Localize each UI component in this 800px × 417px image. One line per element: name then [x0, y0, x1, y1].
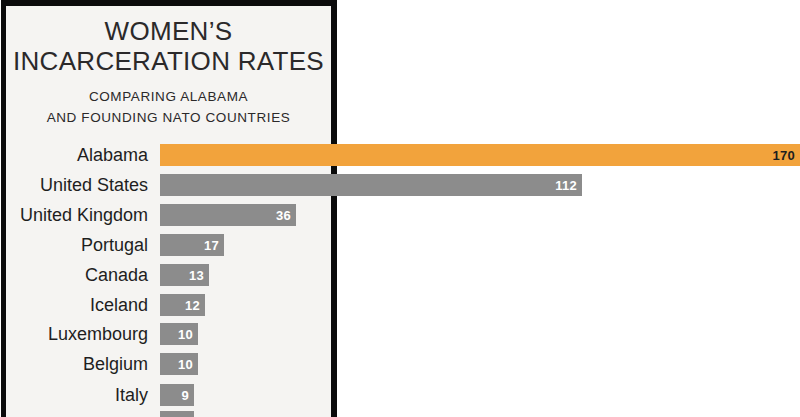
bar: 170	[160, 144, 800, 166]
bar-row-alabama: Alabama 170	[0, 144, 800, 166]
bar: 10	[160, 323, 198, 345]
bar: 9	[160, 384, 194, 406]
bar-row-luxembourg: Luxembourg 10	[0, 323, 800, 345]
value-label: 112	[555, 178, 577, 193]
value-label: 13	[189, 268, 204, 283]
bar	[160, 411, 194, 417]
value-label: 170	[772, 148, 795, 163]
bar-row-united-kingdom: United Kingdom 36	[0, 204, 800, 226]
bar-row-portugal: Portugal 17	[0, 234, 800, 256]
bar: 10	[160, 353, 198, 375]
value-label: 12	[185, 298, 200, 313]
bar-row-italy: Italy 9	[0, 384, 800, 406]
category-label: Canada	[0, 264, 148, 286]
category-label: Portugal	[0, 234, 148, 256]
page-background: { "panel": { "title_lines": ["WOMEN’S", …	[0, 0, 800, 417]
category-label: Alabama	[0, 144, 148, 166]
bar-row-partial	[0, 411, 800, 417]
bar-row-belgium: Belgium 10	[0, 353, 800, 375]
bar: 36	[160, 204, 296, 226]
bar: 17	[160, 234, 224, 256]
value-label: 36	[276, 208, 291, 223]
bar-row-iceland: Iceland 12	[0, 294, 800, 316]
value-label: 17	[204, 238, 219, 253]
value-label: 10	[178, 357, 193, 372]
category-label: United Kingdom	[0, 204, 148, 226]
bar: 12	[160, 294, 205, 316]
category-label: Belgium	[0, 353, 148, 375]
value-label: 9	[181, 388, 189, 403]
bar: 13	[160, 264, 209, 286]
bar: 112	[160, 174, 582, 196]
value-label: 10	[178, 327, 193, 342]
category-label: Italy	[0, 384, 148, 406]
bar-row-united-states: United States 112	[0, 174, 800, 196]
category-label: Iceland	[0, 294, 148, 316]
bar-chart: Alabama 170 United States 112 United Kingdom…	[0, 0, 800, 417]
bar-row-canada: Canada 13	[0, 264, 800, 286]
category-label	[0, 411, 148, 417]
category-label: United States	[0, 174, 148, 196]
category-label: Luxembourg	[0, 323, 148, 345]
